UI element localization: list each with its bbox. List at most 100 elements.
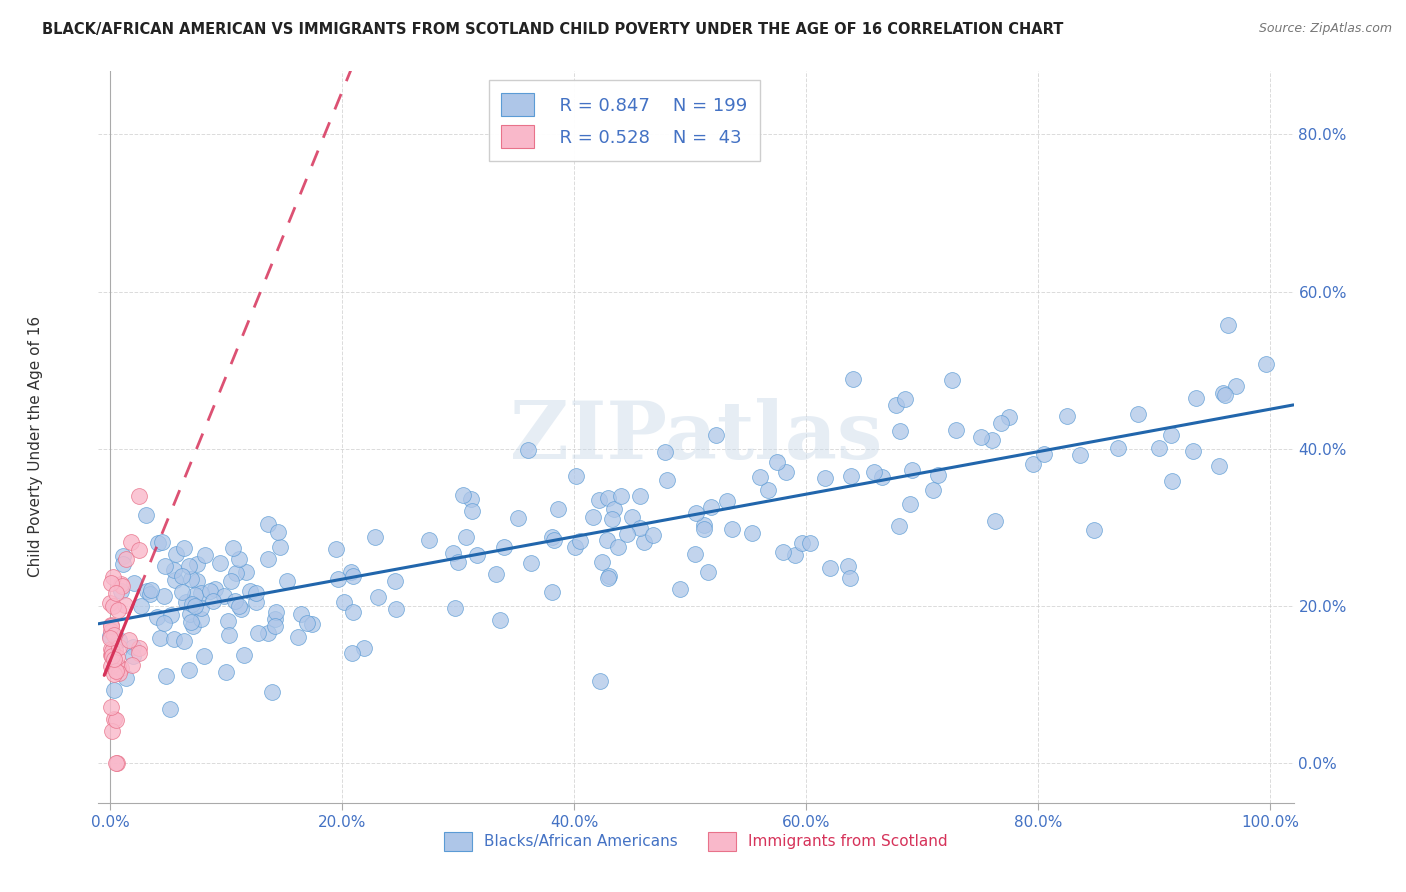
Point	[685, 506, 707, 520]
Point	[235, 565, 257, 579]
Point	[785, 549, 807, 563]
Point	[633, 535, 655, 549]
Point	[225, 566, 247, 580]
Point	[741, 525, 763, 540]
Point	[889, 519, 911, 533]
Point	[683, 548, 706, 562]
Point	[766, 455, 789, 469]
Point	[110, 583, 132, 598]
Point	[263, 619, 285, 633]
Point	[190, 586, 212, 600]
Point	[105, 756, 128, 771]
Point	[568, 533, 591, 548]
Point	[267, 525, 290, 540]
Point	[820, 560, 842, 574]
Point	[100, 624, 122, 638]
Point	[333, 595, 356, 609]
Point	[153, 559, 176, 574]
Point	[181, 619, 204, 633]
Point	[596, 533, 619, 547]
Point	[485, 566, 508, 581]
Point	[1083, 523, 1105, 537]
Point	[120, 534, 142, 549]
Point	[1069, 448, 1091, 462]
Point	[139, 587, 162, 601]
Point	[115, 671, 138, 685]
Point	[367, 590, 389, 604]
Point	[152, 616, 174, 631]
Point	[122, 575, 145, 590]
Point	[465, 548, 488, 562]
Point	[1107, 441, 1129, 455]
Point	[540, 585, 562, 599]
Point	[179, 607, 201, 622]
Point	[837, 559, 859, 574]
Point	[342, 647, 364, 661]
Point	[704, 427, 727, 442]
Point	[190, 601, 212, 615]
Point	[145, 610, 167, 624]
Point	[1212, 386, 1234, 401]
Point	[245, 586, 267, 600]
Point	[246, 625, 269, 640]
Point	[927, 467, 949, 482]
Point	[100, 641, 122, 656]
Point	[596, 491, 619, 505]
Point	[775, 465, 797, 479]
Point	[163, 632, 186, 646]
Point	[1181, 443, 1204, 458]
Text: Source: ZipAtlas.com: Source: ZipAtlas.com	[1258, 22, 1392, 36]
Point	[287, 630, 309, 644]
Text: ZIPatlas: ZIPatlas	[510, 398, 882, 476]
Point	[118, 632, 141, 647]
Point	[107, 665, 129, 680]
Point	[461, 504, 484, 518]
Point	[108, 633, 131, 648]
Point	[232, 648, 254, 663]
Point	[489, 613, 512, 627]
Point	[111, 579, 134, 593]
Point	[228, 552, 250, 566]
Point	[441, 546, 464, 560]
Point	[135, 508, 157, 522]
Point	[325, 541, 347, 556]
Point	[609, 489, 631, 503]
Point	[180, 615, 202, 629]
Point	[565, 469, 588, 483]
Point	[598, 569, 620, 583]
Point	[1225, 379, 1247, 393]
Point	[105, 649, 128, 664]
Point	[616, 527, 638, 541]
Point	[98, 631, 121, 645]
Point	[893, 392, 915, 406]
Point	[100, 659, 122, 673]
Point	[596, 571, 619, 585]
Point	[720, 522, 742, 536]
Point	[543, 533, 565, 548]
Point	[326, 572, 349, 586]
Point	[1208, 459, 1230, 474]
Point	[1185, 392, 1208, 406]
Point	[155, 669, 177, 683]
Point	[146, 536, 169, 550]
Point	[872, 470, 894, 484]
Point	[628, 521, 651, 535]
Point	[104, 713, 127, 727]
Point	[219, 574, 242, 588]
Point	[173, 541, 195, 555]
Point	[152, 590, 174, 604]
Point	[149, 631, 172, 645]
Point	[100, 648, 122, 662]
Point	[655, 473, 678, 487]
Point	[165, 547, 187, 561]
Point	[520, 556, 543, 570]
Point	[790, 536, 813, 550]
Point	[103, 683, 125, 698]
Point	[1126, 407, 1149, 421]
Point	[749, 469, 772, 483]
Point	[814, 471, 837, 485]
Point	[218, 628, 240, 642]
Point	[190, 612, 212, 626]
Point	[276, 574, 298, 589]
Point	[364, 530, 387, 544]
